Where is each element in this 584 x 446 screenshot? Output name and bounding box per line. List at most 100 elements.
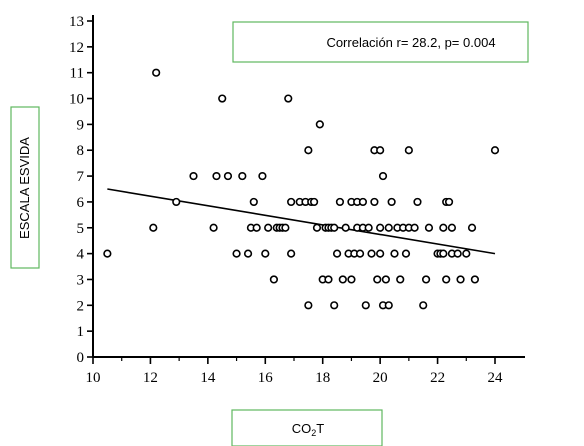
- data-point: [251, 199, 258, 206]
- x-axis-label: CO2T: [292, 421, 325, 438]
- data-point: [334, 250, 341, 257]
- y-tick-label: 1: [77, 324, 85, 340]
- data-point: [233, 250, 240, 257]
- y-axis-label-box: ESCALA ESVIDA: [11, 107, 39, 268]
- data-point: [420, 302, 427, 309]
- data-point: [469, 224, 476, 231]
- data-point: [449, 224, 456, 231]
- data-point: [331, 302, 338, 309]
- data-point: [377, 250, 384, 257]
- data-point: [360, 199, 367, 206]
- data-point: [317, 121, 324, 128]
- data-point: [288, 199, 295, 206]
- data-point: [380, 173, 387, 180]
- y-tick-label: 7: [77, 169, 85, 185]
- data-point: [385, 302, 392, 309]
- data-point: [357, 250, 364, 257]
- data-point: [259, 173, 266, 180]
- data-point: [397, 276, 404, 283]
- y-tick-label: 0: [77, 350, 85, 366]
- data-point: [414, 199, 421, 206]
- y-tick-label: 3: [77, 272, 85, 288]
- x-tick-label: 10: [86, 370, 101, 386]
- data-point: [311, 199, 318, 206]
- data-points: [104, 69, 498, 308]
- x-tick-label: 18: [315, 370, 330, 386]
- x-axis-label-box: CO2T: [232, 410, 382, 446]
- data-point: [368, 250, 375, 257]
- y-tick-label: 6: [77, 195, 85, 211]
- data-point: [365, 224, 372, 231]
- y-tick-label: 8: [77, 143, 85, 159]
- data-point: [314, 224, 321, 231]
- data-point: [446, 199, 453, 206]
- data-point: [385, 224, 392, 231]
- data-point: [440, 250, 447, 257]
- y-tick-label: 13: [69, 14, 84, 30]
- data-point: [388, 199, 395, 206]
- x-tick-label: 14: [200, 370, 216, 386]
- data-point: [239, 173, 246, 180]
- data-point: [423, 276, 430, 283]
- data-point: [325, 276, 332, 283]
- data-point: [391, 250, 398, 257]
- data-point: [173, 199, 180, 206]
- data-point: [153, 69, 160, 76]
- data-point: [253, 224, 260, 231]
- x-tick-label: 20: [373, 370, 388, 386]
- data-point: [374, 276, 381, 283]
- data-point: [305, 302, 312, 309]
- x-axis-label-main: CO: [292, 421, 312, 436]
- x-tick-label: 24: [488, 370, 504, 386]
- x-tick-label: 12: [143, 370, 158, 386]
- data-point: [457, 276, 464, 283]
- data-point: [426, 224, 433, 231]
- data-point: [411, 224, 418, 231]
- y-tick-label: 12: [69, 40, 84, 56]
- data-point: [150, 224, 157, 231]
- data-point: [443, 276, 450, 283]
- data-point: [403, 250, 410, 257]
- data-point: [362, 302, 369, 309]
- data-point: [342, 224, 349, 231]
- data-point: [213, 173, 220, 180]
- x-tick-label: 16: [258, 370, 274, 386]
- data-point: [190, 173, 197, 180]
- x-axis-label-tail: T: [316, 421, 324, 436]
- y-tick-label: 10: [69, 92, 84, 108]
- correlation-annotation: Correlación r= 28.2, p= 0.004: [326, 35, 495, 50]
- data-point: [271, 276, 278, 283]
- data-point: [245, 250, 252, 257]
- data-point: [406, 147, 413, 154]
- y-tick-label: 9: [77, 117, 85, 133]
- data-point: [225, 173, 232, 180]
- y-axis-label: ESCALA ESVIDA: [17, 137, 32, 239]
- y-tick-label: 2: [77, 298, 85, 314]
- data-point: [337, 199, 344, 206]
- data-point: [265, 224, 272, 231]
- y-tick-label: 5: [77, 221, 85, 237]
- data-point: [463, 250, 470, 257]
- data-point: [371, 199, 378, 206]
- data-point: [454, 250, 461, 257]
- data-point: [492, 147, 499, 154]
- x-tick-label: 22: [430, 370, 445, 386]
- data-point: [472, 276, 479, 283]
- y-tick-label: 4: [77, 247, 85, 263]
- data-point: [210, 224, 217, 231]
- data-point: [377, 147, 384, 154]
- data-point: [219, 95, 226, 102]
- data-point: [305, 147, 312, 154]
- data-point: [348, 276, 355, 283]
- data-point: [104, 250, 111, 257]
- data-point: [440, 224, 447, 231]
- y-tick-label: 11: [70, 66, 84, 82]
- data-point: [340, 276, 347, 283]
- data-point: [262, 250, 269, 257]
- data-point: [331, 224, 338, 231]
- data-point: [383, 276, 390, 283]
- data-point: [377, 224, 384, 231]
- data-point: [288, 250, 295, 257]
